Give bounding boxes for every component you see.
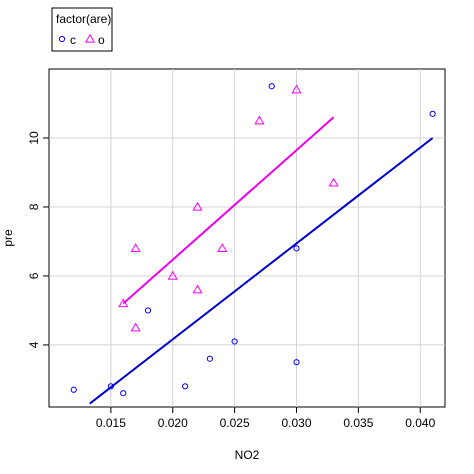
- data-point-c: [429, 110, 436, 117]
- y-tick-label: 10: [27, 131, 41, 145]
- legend-marker-c: [58, 35, 66, 43]
- x-axis: 0.015 0.020 0.025 0.030 0.035 0.040: [96, 407, 436, 430]
- data-point-o: [254, 115, 265, 125]
- data-point-c: [70, 386, 77, 393]
- x-tick-label: 0.020: [158, 416, 188, 430]
- data-point-o: [118, 298, 129, 308]
- x-tick-label: 0.025: [220, 416, 250, 430]
- fit-line-o: [122, 116, 335, 305]
- data-point-o: [192, 284, 203, 294]
- grid-lines: [49, 69, 445, 407]
- y-axis: 4 6 8 10: [27, 131, 49, 348]
- x-tick-label: 0.040: [405, 416, 435, 430]
- x-tick-label: 0.015: [96, 416, 126, 430]
- legend-title: factor(are): [56, 12, 111, 26]
- data-point-o: [217, 243, 228, 252]
- data-point-c: [268, 83, 275, 90]
- plot-area-border: [48, 68, 446, 408]
- data-point-o: [192, 201, 203, 211]
- data-point-o: [130, 322, 141, 332]
- data-point-o: [167, 270, 178, 280]
- data-point-c: [107, 383, 114, 390]
- x-tick-label: 0.035: [343, 416, 373, 430]
- legend-marker-o: [84, 33, 96, 43]
- x-tick-label: 0.030: [281, 416, 311, 430]
- data-point-o: [130, 243, 141, 252]
- data-point-o: [291, 84, 302, 94]
- legend-label-c: c: [70, 33, 76, 47]
- y-tick-label: 6: [27, 272, 41, 279]
- y-tick-label: 8: [27, 203, 41, 210]
- y-axis-title: pre: [1, 229, 15, 247]
- legend-label-o: o: [98, 33, 105, 47]
- data-point-c: [293, 359, 300, 366]
- data-point-c: [182, 383, 189, 390]
- legend-box: [51, 7, 113, 52]
- fit-line-c: [89, 137, 434, 405]
- y-tick-label: 4: [27, 341, 41, 348]
- data-point-c: [120, 390, 127, 397]
- data-point-o: [328, 177, 339, 187]
- data-point-c: [231, 338, 238, 345]
- data-point-c: [206, 355, 213, 362]
- fit-lines: [89, 116, 434, 405]
- x-axis-title: NO2: [235, 448, 260, 462]
- data-point-c: [144, 307, 152, 314]
- data-point-c: [293, 245, 300, 252]
- data-points: [70, 83, 436, 397]
